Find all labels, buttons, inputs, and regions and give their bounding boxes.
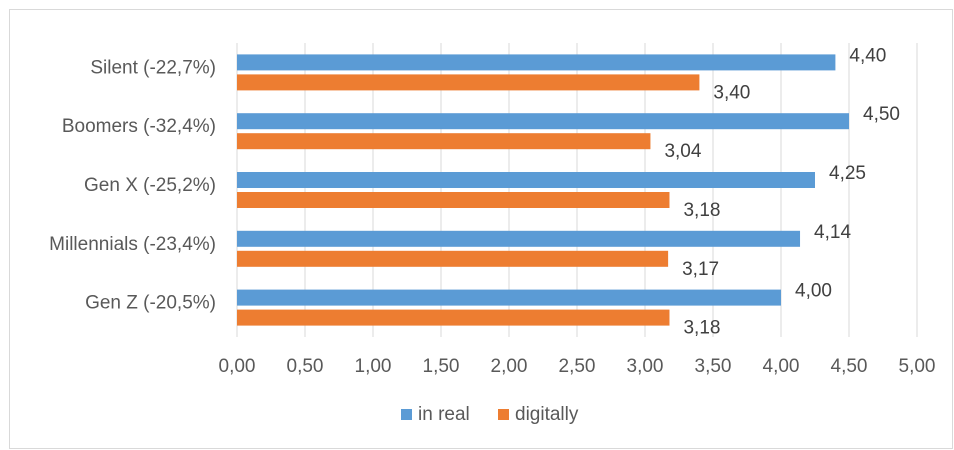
legend-label: in real xyxy=(418,404,470,425)
x-tick-label: 1,50 xyxy=(423,356,460,377)
x-tick-labels: 0,00 0,50 1,00 1,50 2,00 2,50 3,00 3,50 4,00 4,50… xyxy=(219,356,936,377)
gridlines xyxy=(236,43,918,337)
bars xyxy=(237,54,849,326)
category-label: Silent (-22,7%) xyxy=(90,57,216,78)
data-labels: 4,40 3,40 4,50 3,04 4,25 3,18 4,14 3,17 4,00 3,18 xyxy=(664,45,900,338)
category-label: Gen X (-25,2%) xyxy=(84,175,216,196)
x-tick-label: 3,50 xyxy=(695,356,732,377)
legend: in real digitally xyxy=(401,404,579,425)
x-tick-label: 0,50 xyxy=(287,356,324,377)
data-label: 3,18 xyxy=(683,318,720,339)
bar-digitally xyxy=(237,133,651,150)
data-label: 4,14 xyxy=(814,222,851,243)
legend-swatch xyxy=(401,409,412,420)
data-label: 4,25 xyxy=(829,163,866,184)
x-tick-label: 2,00 xyxy=(491,356,528,377)
x-tick-label: 2,50 xyxy=(559,356,596,377)
x-tick-label: 0,00 xyxy=(219,356,256,377)
bar-in-real xyxy=(237,172,815,188)
data-label: 4,40 xyxy=(849,45,886,66)
bar-digitally xyxy=(237,250,669,267)
x-tick-label: 1,00 xyxy=(355,356,392,377)
bar-in-real xyxy=(237,113,849,130)
category-label: Millennials (-23,4%) xyxy=(49,234,216,255)
bar-digitally xyxy=(237,74,700,91)
bar-in-real xyxy=(237,289,781,306)
category-label: Gen Z (-20,5%) xyxy=(85,293,216,314)
data-label: 4,00 xyxy=(795,281,832,302)
x-tick-label: 4,00 xyxy=(763,356,800,377)
bar-in-real xyxy=(237,54,836,71)
legend-swatch xyxy=(498,409,509,420)
bar-digitally xyxy=(237,309,670,326)
legend-label: digitally xyxy=(515,404,579,425)
x-tick-label: 5,00 xyxy=(899,356,936,377)
category-labels: Silent (-22,7%) Boomers (-32,4%) Gen X (-2… xyxy=(49,57,216,313)
data-label: 3,40 xyxy=(713,82,750,103)
data-label: 3,04 xyxy=(664,141,701,162)
data-label: 3,18 xyxy=(683,200,720,221)
data-label: 4,50 xyxy=(863,104,900,125)
x-tick-label: 4,50 xyxy=(831,356,868,377)
x-tick-label: 3,00 xyxy=(627,356,664,377)
bar-in-real xyxy=(237,230,801,247)
data-label: 3,17 xyxy=(682,259,719,280)
category-label: Boomers (-32,4%) xyxy=(62,116,216,137)
bar-digitally xyxy=(237,192,670,208)
